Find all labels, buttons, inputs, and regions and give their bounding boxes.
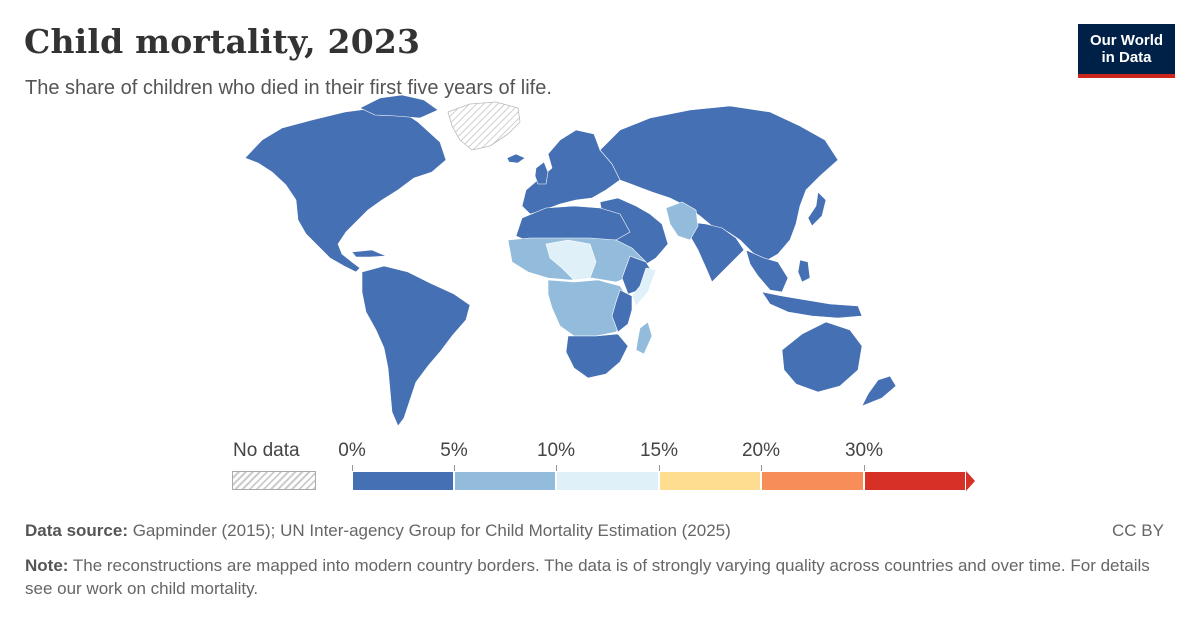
region-japan[interactable] — [807, 191, 827, 227]
region-madagascar[interactable] — [635, 321, 653, 355]
region-australia[interactable] — [781, 321, 863, 393]
region-central-africa[interactable] — [547, 279, 631, 337]
legend-tickmark — [659, 465, 660, 471]
region-southeast-asia[interactable] — [745, 249, 789, 293]
legend-tick-15: 15% — [639, 440, 679, 461]
region-afghanistan-pakistan[interactable] — [665, 201, 699, 241]
legend-tick-5: 5% — [440, 440, 468, 461]
region-south-america[interactable] — [361, 265, 471, 427]
legend-tickmark — [352, 465, 353, 471]
region-asia[interactable] — [599, 105, 839, 263]
legend-tickmark — [864, 465, 865, 471]
region-east-africa[interactable] — [611, 289, 633, 333]
region-southern-africa[interactable] — [565, 333, 629, 379]
note-label: Note: — [25, 556, 69, 575]
legend-bin-15-20[interactable] — [659, 471, 761, 491]
legend-tickmark — [454, 465, 455, 471]
region-uk[interactable] — [534, 161, 549, 185]
region-caribbean[interactable] — [351, 249, 387, 258]
region-niger-chad[interactable] — [545, 239, 597, 281]
logo-line-2: in Data — [1101, 49, 1152, 66]
no-data-label: No data — [233, 440, 300, 461]
chart-title: Child mortality, 2023 — [24, 22, 421, 61]
region-south-asia[interactable] — [687, 221, 745, 283]
no-data-swatch — [232, 471, 316, 490]
license-link[interactable]: CC BY — [1112, 521, 1164, 540]
region-arctic-islands[interactable] — [359, 94, 439, 119]
chart-subtitle: The share of children who died in their … — [25, 77, 552, 99]
legend-bin-20-30[interactable] — [761, 471, 864, 491]
legend-tick-20: 20% — [741, 440, 781, 461]
region-philippines[interactable] — [797, 259, 811, 283]
legend-tick-0: 0% — [338, 440, 366, 461]
note-text: The reconstructions are mapped into mode… — [25, 556, 1150, 598]
region-somalia[interactable] — [631, 267, 657, 307]
logo-line-1: Our World — [1089, 32, 1164, 49]
legend-tickmark — [761, 465, 762, 471]
region-new-zealand[interactable] — [861, 375, 897, 407]
legend-tick-10: 10% — [536, 440, 576, 461]
region-greenland[interactable] — [447, 101, 521, 151]
owid-logo[interactable]: Our World in Data — [1078, 24, 1175, 78]
source-text[interactable]: Gapminder (2015); UN Inter-agency Group … — [127, 521, 731, 540]
region-indonesia[interactable] — [761, 291, 863, 319]
legend-tick-30: 30% — [844, 440, 884, 461]
legend-open-end-arrow — [966, 471, 975, 491]
region-iceland[interactable] — [506, 153, 526, 164]
legend-tickmark — [556, 465, 557, 471]
legend-bin-0-5[interactable] — [352, 471, 454, 491]
source-label: Data source: — [25, 521, 128, 540]
legend-bin-10-15[interactable] — [556, 471, 659, 491]
legend-bin-30-plus[interactable] — [864, 471, 966, 491]
region-north-america[interactable] — [244, 107, 447, 273]
chart-note: Note: The reconstructions are mapped int… — [25, 554, 1165, 600]
legend-bin-5-10[interactable] — [454, 471, 556, 491]
data-source: Data source: Gapminder (2015); UN Inter-… — [25, 521, 731, 541]
